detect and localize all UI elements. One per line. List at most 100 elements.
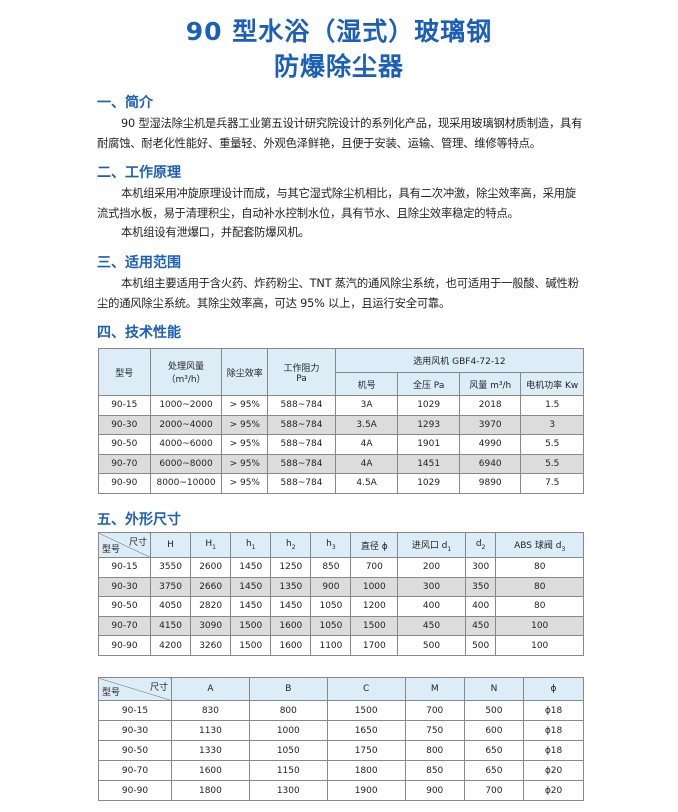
table-cell: 588~784 [267,434,336,455]
table-cell: 4A [334,434,399,455]
table-cell: 3090 [190,615,232,637]
table-cell: 1050 [248,740,328,761]
table-cell: 100 [495,615,584,637]
column-header: C [326,677,406,701]
table-cell: 90-30 [98,414,151,435]
table-cell: > 95% [221,434,269,455]
table-cell: 1800 [171,780,250,801]
paragraph: 本机组设有泄爆口，并配套防爆风机。 [121,226,310,239]
table-row: 90-90 4200 3260 1500 1600 1100 1700 500 500 100 [98,635,584,656]
table-cell: 4050 [149,596,192,617]
section-heading: 二、工作原理 [97,165,181,181]
section-heading: 三、适用范围 [97,255,181,271]
table-cell: 6940 [458,453,522,474]
column-header: B [248,677,328,701]
paragraph: 本机组采用冲旋原理设计而成，与其它湿式除尘机相比，具有二次冲激，除尘效率高，采用… [97,187,576,220]
table-cell: 1150 [248,760,328,781]
table-cell: 850 [310,557,352,578]
table-cell: 3970 [458,414,522,435]
table-cell: 830 [171,700,250,721]
table-row: 90-50 4000~6000 > 95% 588~784 4A 1901 4990 5.5 [98,434,584,455]
table-cell: 4.5A [334,473,399,494]
table-cell: 4000~6000 [149,434,223,455]
table-cell: 1300 [248,780,328,801]
dimensions-table: 尺寸 型号 H H1 h1 h2 h3 直径 ϕ 进风口 d1 d2 ABS 球阀 d3 90-15… [98,532,584,656]
table-cell: > 95% [221,473,269,494]
table-cell: 400 [397,596,466,617]
table-cell: 1.5 [520,395,584,416]
table-cell: > 95% [221,453,269,474]
table-cell: 90-90 [98,780,172,801]
table-cell: 300 [464,557,497,578]
table-cell: 2820 [190,596,232,617]
column-header: h3 [310,532,352,558]
table-cell: 3550 [149,557,192,578]
header-fan-no: 机号 [334,372,399,396]
header-model: 型号 [98,348,151,396]
table-cell: 90-70 [98,615,151,637]
table-cell: 1029 [397,473,460,494]
table-cell: 90-15 [98,700,172,721]
table-cell: 700 [463,780,525,801]
table-row: 90-50 1330 1050 1750 800 650 ϕ18 [98,740,584,761]
table-cell: 4990 [458,434,522,455]
table-cell: 5.5 [520,434,584,455]
table-cell: 2660 [190,576,232,598]
table-cell: 6000~8000 [149,453,223,474]
table-cell: 588~784 [267,453,336,474]
table-cell: 3260 [190,635,232,656]
table-cell: 1293 [397,414,460,435]
table-cell: 4200 [149,635,192,656]
table-cell: 650 [463,740,525,761]
table-row: 90-70 1600 1150 1800 850 650 ϕ20 [98,760,584,781]
column-header: ABS 球阀 d3 [495,532,584,558]
table-cell: 90-15 [98,395,151,416]
column-header: A [171,677,250,701]
table-cell: 1050 [310,615,352,637]
header-motor-power: 电机功率 Kw [520,372,584,396]
table-cell: 90-90 [98,473,151,494]
table-row: 90-15 3550 2600 1450 1250 850 700 200 300 80 [98,557,584,578]
table-cell: 1000~2000 [149,395,223,416]
table-cell: 1600 [270,615,312,637]
table-row: 90-50 4050 2820 1450 1450 1050 1200 400 400 80 [98,596,584,617]
table-cell: 2000~4000 [149,414,223,435]
table-cell: 1800 [326,760,406,781]
table-cell: 1500 [230,635,272,656]
header-efficiency: 除尘效率 [221,348,269,396]
table-cell: 1700 [350,635,399,656]
table-cell: 588~784 [267,473,336,494]
column-header: h2 [270,532,312,558]
table-cell: 3.5A [334,414,399,435]
header-airflow: 处理风量 （m³/h） [149,348,223,396]
header-fan-airflow: 风量 m³/h [458,372,522,396]
paragraph: 本机组主要适用于含火药、炸药粉尘、TNT 蒸汽的通风除尘系统，也可适用于一般酸、… [97,277,579,310]
table-row: 90-90 1800 1300 1900 900 700 ϕ20 [98,780,584,801]
column-header: d2 [464,532,497,558]
table-cell: 8000~10000 [149,473,223,494]
table-cell: 80 [495,557,584,578]
table-cell: 1330 [171,740,250,761]
table-cell: 450 [397,615,466,637]
table-cell: 700 [404,700,465,721]
table-cell: 1500 [350,615,399,637]
table-cell: 900 [404,780,465,801]
table-row: 90-30 1130 1000 1650 750 600 ϕ18 [98,720,584,741]
column-header: H1 [190,532,232,558]
table-cell: 90-90 [98,635,151,656]
table-cell: 450 [464,615,497,637]
table-cell: 588~784 [267,395,336,416]
performance-table: 型号 处理风量 （m³/h） 除尘效率 工作阻力 Pa 选用风机 GBF4-72-1… [98,348,585,494]
section-heading: 四、技术性能 [97,325,181,341]
column-header: ϕ [523,677,584,701]
column-header: h1 [230,532,272,558]
table-cell: 1350 [270,576,312,598]
column-header: M [404,677,465,701]
table-cell: 1450 [230,557,272,578]
table-cell: 1100 [310,635,352,656]
table-cell: 300 [397,576,466,598]
table-cell: 1200 [350,596,399,617]
table-cell: 4150 [149,615,192,637]
column-header: H [149,532,192,558]
